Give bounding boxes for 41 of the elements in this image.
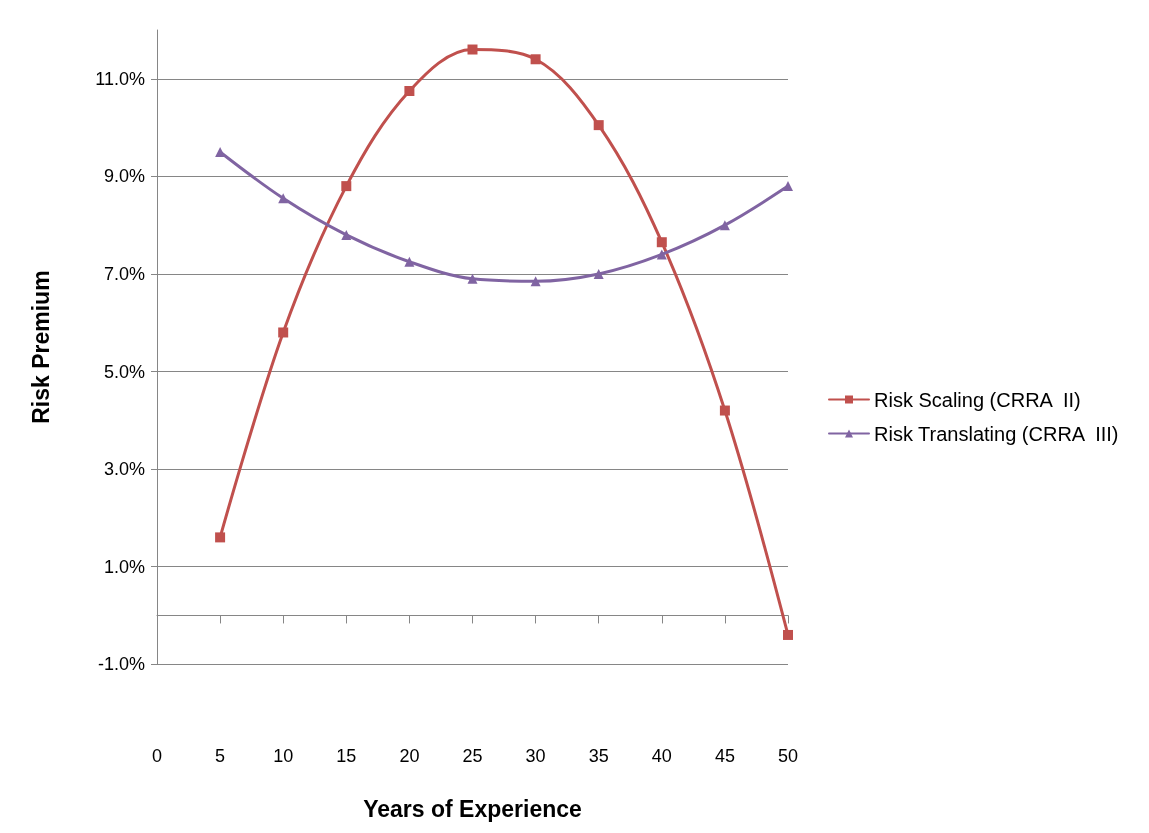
point: [593, 268, 604, 279]
point: [341, 181, 352, 192]
x-tick-label: 5: [215, 746, 226, 766]
y-tick-label: 3.0%: [103, 459, 145, 480]
x-tick-label: 25: [462, 746, 483, 766]
point: [593, 120, 604, 131]
point: [656, 237, 667, 248]
y-tick-label: 11.0%: [95, 68, 145, 89]
x-tick-label: 50: [777, 746, 799, 766]
y-axis-title: Risk Premium: [27, 270, 54, 424]
x-tick-label: 15: [336, 746, 357, 766]
point: [656, 249, 667, 260]
point: [783, 629, 793, 640]
legend-label: Risk Scaling (CRRA II): [874, 388, 1081, 411]
x-tick-label: 0: [151, 746, 163, 766]
y-tick-label: 9.0%: [103, 166, 145, 187]
point: [530, 276, 541, 287]
point: [278, 327, 289, 338]
y-tick-label: 5.0%: [103, 361, 145, 382]
point: [404, 256, 415, 267]
x-tick-label: 30: [525, 746, 546, 766]
x-tick-label: 40: [651, 746, 672, 766]
x-axis-title: Years of Experience: [363, 795, 582, 822]
y-tick-label: -1.0%: [97, 654, 145, 675]
point: [719, 220, 730, 231]
x-tick-label: 45: [714, 746, 735, 766]
y-tick-label: 1.0%: [103, 556, 145, 577]
x-tick-label: 10: [273, 746, 294, 766]
point: [530, 54, 541, 65]
point: [467, 44, 478, 55]
point: [467, 273, 478, 284]
y-tick-label: 7.0%: [103, 263, 145, 284]
point: [341, 229, 352, 240]
point: [719, 405, 730, 416]
x-tick-label: 35: [588, 746, 609, 766]
point: [783, 181, 793, 192]
point: [278, 193, 289, 204]
point: [404, 85, 415, 96]
legend-label: Risk Translating (CRRA III): [874, 422, 1119, 445]
point: [215, 532, 226, 543]
x-tick-label: 20: [399, 746, 420, 766]
